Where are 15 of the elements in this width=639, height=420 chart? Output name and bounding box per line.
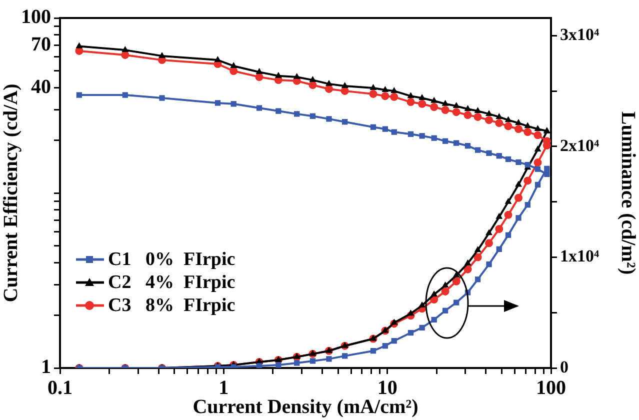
y2-tick-label: 1x10⁴ xyxy=(560,246,600,266)
legend-label: C2 4% FIrpic xyxy=(108,271,236,294)
y-tick-label: 1 xyxy=(41,356,51,378)
y-tick-label: 40 xyxy=(31,76,51,98)
x-tick-label: 0.1 xyxy=(48,377,72,400)
y2-tick-label: 2x10⁴ xyxy=(560,136,600,155)
legend-label: C3 8% FIrpic xyxy=(108,294,236,317)
y-tick-label: 70 xyxy=(31,33,51,56)
y2-axis-title: Luminance (cd/m²) xyxy=(616,111,639,275)
y-tick-label: 100 xyxy=(21,6,51,28)
y-axis-title: Current Efficiency (cd/A) xyxy=(0,84,22,302)
y2-tick-label: 0 xyxy=(560,357,568,376)
y2-tick-label: 3x10⁴ xyxy=(560,25,600,44)
x-tick-label: 100 xyxy=(536,377,566,400)
legend-label: C1 0% FIrpic xyxy=(108,248,236,271)
